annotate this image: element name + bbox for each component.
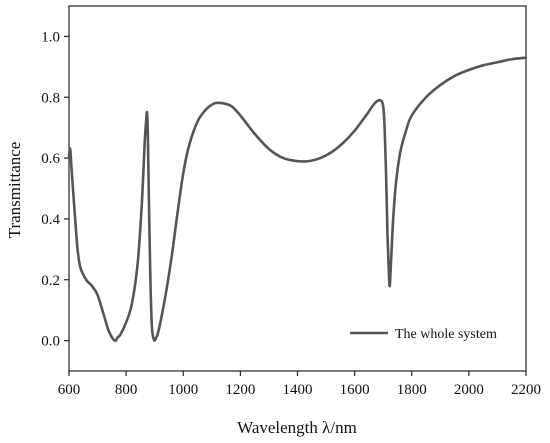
legend-label: The whole system: [395, 327, 497, 342]
x-tick-label: 2000: [454, 382, 484, 398]
x-tick-label: 2200: [511, 382, 541, 398]
y-tick-label: 0.2: [41, 273, 60, 289]
y-tick-label: 0.6: [41, 151, 60, 167]
series-line-the-whole-system: [67, 56, 528, 343]
legend: The whole system: [350, 327, 497, 342]
y-tick-label: 0.4: [41, 212, 60, 228]
x-tick-label: 1400: [283, 382, 313, 398]
plot-frame: [68, 5, 527, 372]
y-axis-title: Transmittance: [5, 142, 24, 239]
x-tick-label: 1800: [397, 382, 427, 398]
x-tick-label: 800: [115, 382, 138, 398]
y-tick-label: 0.0: [41, 334, 60, 350]
x-axis: 600 800 1000 1200 1400 1600 1800 2000 2200: [58, 371, 541, 398]
y-tick-label: 1.0: [41, 29, 60, 45]
x-axis-title: Wavelength λ/nm: [237, 418, 357, 437]
x-tick-label: 1000: [168, 382, 198, 398]
x-tick-label: 1600: [340, 382, 370, 398]
y-tick-label: 0.8: [41, 90, 60, 106]
y-axis: 0.0 0.2 0.4 0.6 0.8 1.0: [41, 29, 69, 350]
x-tick-label: 1200: [225, 382, 255, 398]
x-tick-label: 600: [58, 382, 81, 398]
